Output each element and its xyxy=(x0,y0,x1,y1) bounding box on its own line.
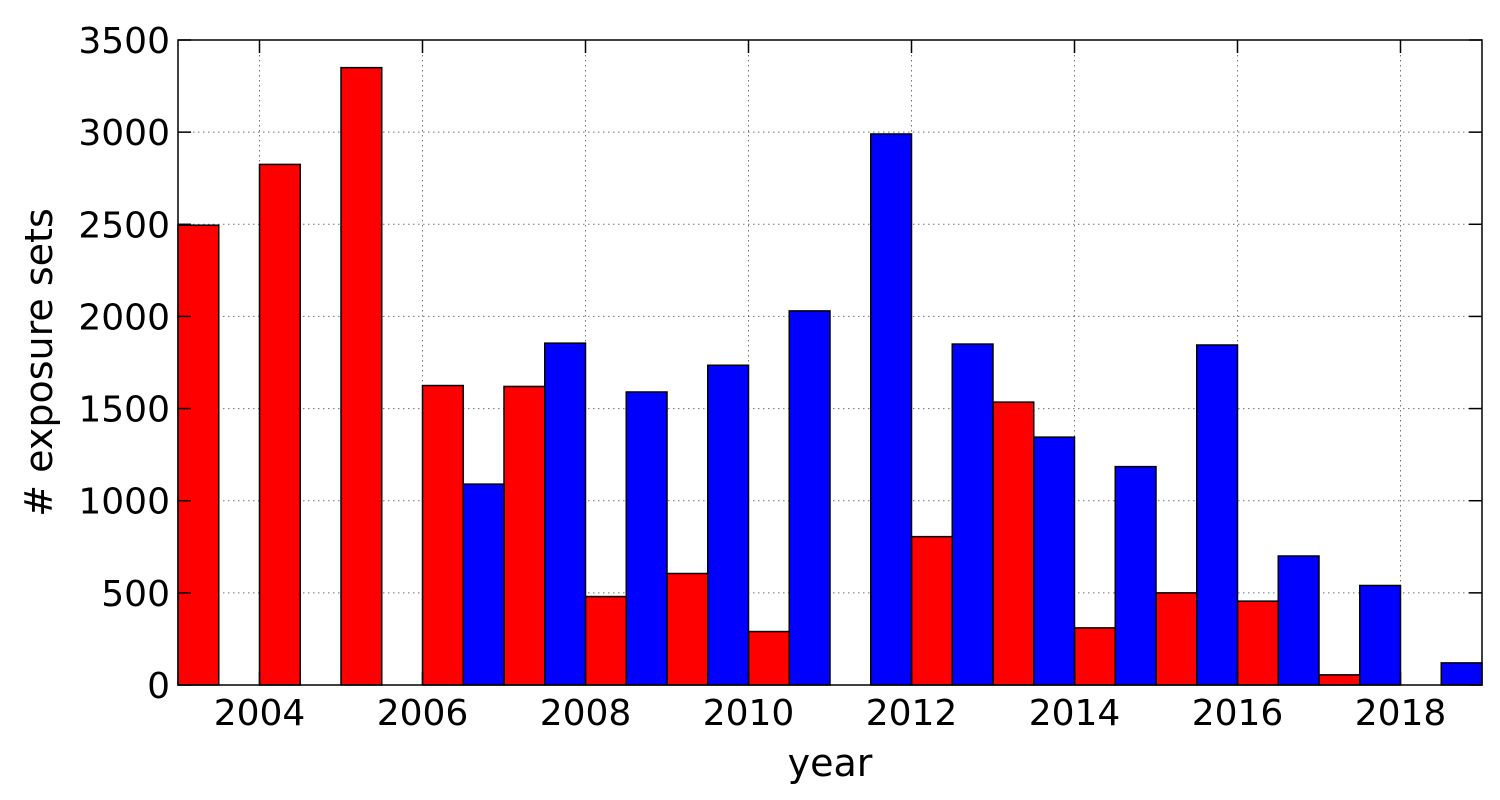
x-axis-label: year xyxy=(788,741,873,785)
plot-frame xyxy=(177,39,1483,686)
bar-series2-2006 xyxy=(462,483,505,686)
x-tick-label-2014: 2014 xyxy=(1029,693,1121,734)
bar-series1-2006 xyxy=(421,384,464,686)
y-tick-label-2500: 2500 xyxy=(78,205,170,246)
bar-series1-2003 xyxy=(177,224,220,686)
bar-series1-2010 xyxy=(747,630,790,686)
x-tick-label-2012: 2012 xyxy=(866,693,958,734)
y-tick-label-3500: 3500 xyxy=(78,21,170,62)
y-tick-label-1000: 1000 xyxy=(78,482,170,523)
bar-series2-2009 xyxy=(707,364,750,686)
y-tick-label-2000: 2000 xyxy=(78,297,170,338)
bar-series1-2012 xyxy=(910,535,953,686)
bar-series1-2013 xyxy=(992,401,1035,686)
bar-series1-2017 xyxy=(1318,674,1361,686)
x-tick-label-2008: 2008 xyxy=(540,693,632,734)
x-tick-label-2010: 2010 xyxy=(703,693,795,734)
x-tick-label-2018: 2018 xyxy=(1355,693,1447,734)
y-tick-label-3000: 3000 xyxy=(78,113,170,154)
bar-series1-2014 xyxy=(1073,627,1116,686)
bar-series2-2014 xyxy=(1114,465,1157,686)
y-tick-labels: 0 500 1000 1500 2000 2500 3000 3500 xyxy=(78,21,170,707)
bar-series2-2007 xyxy=(544,342,587,686)
bar-series1-2008 xyxy=(584,595,627,686)
y-tick-label-0: 0 xyxy=(147,666,170,707)
bar-series1-2015 xyxy=(1155,592,1198,686)
bar-series2-2012 xyxy=(951,343,994,686)
x-tick-label-2016: 2016 xyxy=(1192,693,1284,734)
bar-series2-2010 xyxy=(788,310,831,686)
bar-series2-2018 xyxy=(1440,662,1483,686)
bars xyxy=(177,66,1483,686)
y-axis-label: # exposure sets xyxy=(17,208,61,517)
bar-series1-2007 xyxy=(503,385,546,686)
bar-series2-2013 xyxy=(1033,436,1076,686)
axis-ticks xyxy=(178,39,1482,686)
bar-series1-2009 xyxy=(666,572,709,686)
bar-series1-2016 xyxy=(1236,600,1279,686)
x-tick-labels: 2004 2006 2008 2010 2012 2014 2016 2018 xyxy=(214,693,1447,734)
bar-series2-2008 xyxy=(625,391,668,686)
bar-series2-2016 xyxy=(1277,555,1320,686)
bar-series2-2015 xyxy=(1196,344,1239,686)
x-tick-label-2006: 2006 xyxy=(377,693,469,734)
bar-series1-2004 xyxy=(258,163,301,686)
bar-series2-2011 xyxy=(870,133,913,686)
bar-series1-2005 xyxy=(340,66,383,686)
y-tick-label-1500: 1500 xyxy=(78,390,170,431)
y-tick-label-500: 500 xyxy=(101,574,170,615)
x-tick-label-2004: 2004 xyxy=(214,693,306,734)
bar-series2-2017 xyxy=(1359,584,1402,686)
